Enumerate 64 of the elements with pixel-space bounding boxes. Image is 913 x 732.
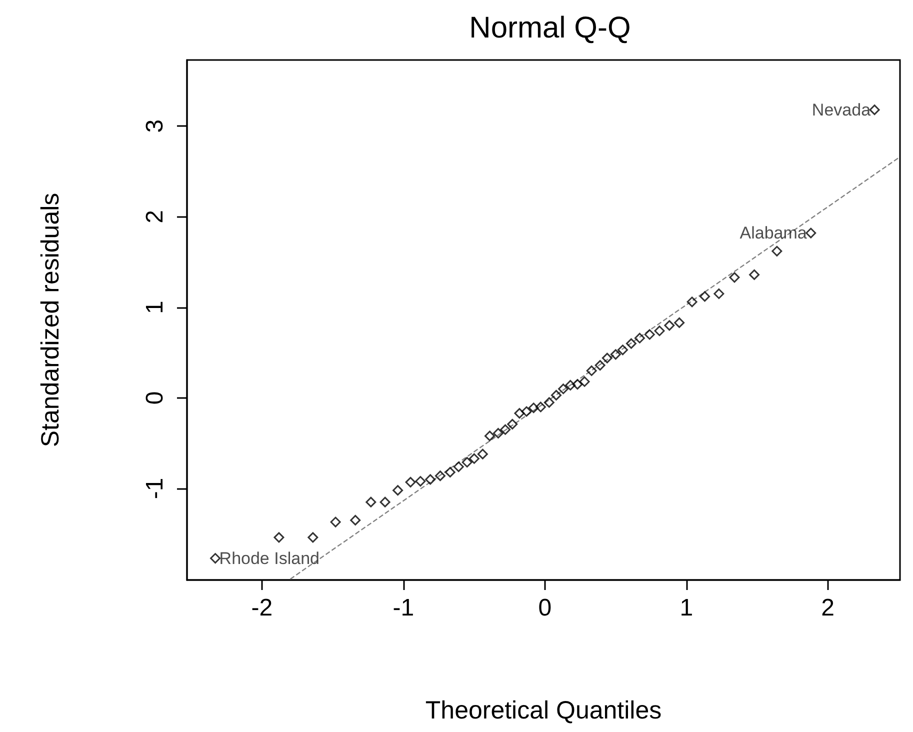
y-tick-label: -1 bbox=[142, 478, 168, 500]
point bbox=[644, 329, 655, 340]
annotation: Alabama bbox=[740, 224, 808, 243]
point bbox=[366, 496, 376, 508]
chart-title: Normal Q-Q bbox=[469, 12, 631, 44]
point bbox=[514, 408, 525, 419]
point bbox=[565, 380, 576, 390]
point bbox=[528, 402, 539, 414]
point bbox=[700, 291, 710, 302]
point bbox=[415, 476, 426, 487]
point bbox=[462, 456, 472, 468]
x-tick-label: 0 bbox=[538, 594, 552, 622]
point bbox=[602, 352, 612, 364]
point bbox=[444, 466, 456, 478]
x-tick-label: -1 bbox=[392, 594, 414, 622]
point bbox=[535, 402, 546, 412]
annotation: Nevada bbox=[812, 100, 872, 120]
point bbox=[405, 476, 416, 488]
point bbox=[521, 406, 532, 417]
point bbox=[492, 428, 504, 438]
point bbox=[749, 269, 760, 280]
point bbox=[380, 496, 390, 508]
point bbox=[550, 390, 562, 400]
point bbox=[626, 338, 636, 349]
point bbox=[392, 485, 404, 496]
x-tick-label: -2 bbox=[251, 594, 273, 622]
y-axis-title: Standardized residuals bbox=[36, 192, 64, 448]
point bbox=[674, 317, 685, 328]
point bbox=[617, 344, 628, 356]
y-tick-label: 3 bbox=[142, 119, 168, 133]
point bbox=[453, 462, 464, 472]
annotation: Rhode Island bbox=[219, 548, 320, 568]
point bbox=[572, 379, 583, 390]
point bbox=[500, 424, 511, 435]
point bbox=[664, 320, 675, 331]
point bbox=[594, 360, 606, 371]
point bbox=[308, 532, 318, 543]
point bbox=[507, 418, 518, 430]
x-axis-title: Theoretical Quantiles bbox=[425, 696, 662, 724]
point bbox=[586, 365, 597, 376]
point bbox=[714, 288, 724, 299]
x-tick-label: 2 bbox=[821, 594, 835, 622]
point bbox=[634, 332, 645, 344]
point bbox=[610, 349, 621, 360]
point bbox=[654, 326, 665, 336]
y-tick-label: 0 bbox=[142, 391, 168, 405]
x-tick-label: 1 bbox=[680, 594, 694, 622]
point bbox=[210, 553, 221, 564]
point bbox=[772, 246, 782, 256]
point bbox=[729, 272, 740, 283]
point bbox=[544, 397, 554, 408]
point bbox=[477, 448, 488, 460]
point bbox=[579, 376, 590, 387]
point bbox=[330, 516, 341, 528]
point bbox=[484, 430, 495, 442]
point bbox=[468, 453, 480, 464]
point bbox=[274, 532, 284, 543]
y-tick-label: 1 bbox=[142, 300, 168, 314]
point bbox=[434, 470, 446, 482]
point bbox=[425, 474, 436, 485]
point bbox=[686, 296, 698, 308]
point bbox=[558, 384, 569, 394]
point bbox=[350, 514, 361, 526]
y-tick-label: 2 bbox=[142, 210, 168, 224]
